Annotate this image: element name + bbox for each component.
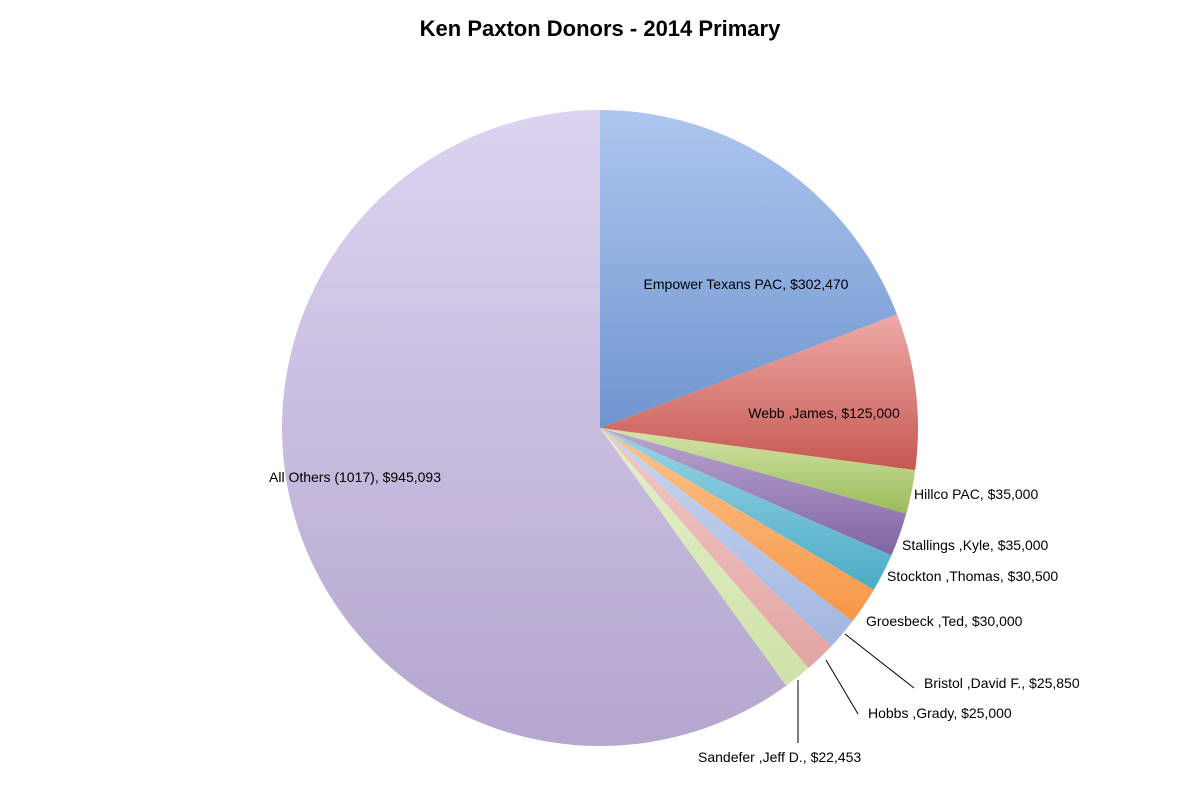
pie-slice-9 <box>282 110 787 746</box>
slice-label-4: Stockton ,Thomas, $30,500 <box>887 568 1058 584</box>
slice-label-7: Hobbs ,Grady, $25,000 <box>868 705 1012 721</box>
slice-label-8: Sandefer ,Jeff D., $22,453 <box>698 749 861 765</box>
slice-label-3: Stallings ,Kyle, $35,000 <box>902 537 1049 553</box>
pie-slice-8 <box>600 428 809 686</box>
leader-line-6 <box>844 633 915 689</box>
pie-slice-4 <box>600 428 892 590</box>
leader-lines <box>797 633 915 743</box>
slice-label-1: Webb ,James, $125,000 <box>748 405 900 421</box>
pie-slice-6 <box>600 428 853 647</box>
chart-title: Ken Paxton Donors - 2014 Primary <box>420 16 781 41</box>
slice-label-0: Empower Texans PAC, $302,470 <box>644 276 849 292</box>
leader-line-7 <box>825 659 859 715</box>
pie-slice-5 <box>600 428 874 622</box>
slice-label-9: All Others (1017), $945,093 <box>269 469 441 485</box>
slice-labels: Empower Texans PAC, $302,470 Webb ,James,… <box>269 276 1080 765</box>
slice-label-2: Hillco PAC, $35,000 <box>914 486 1038 502</box>
pie-slice-1 <box>600 314 919 471</box>
pie-slice-2 <box>600 428 916 514</box>
pie-slice-0 <box>600 109 898 428</box>
pie-slice-7 <box>600 428 832 669</box>
pie-slices <box>282 109 919 746</box>
pie-slice-3 <box>600 428 907 556</box>
slice-label-6: Bristol ,David F., $25,850 <box>924 675 1080 691</box>
slice-label-5: Groesbeck ,Ted, $30,000 <box>866 613 1023 629</box>
